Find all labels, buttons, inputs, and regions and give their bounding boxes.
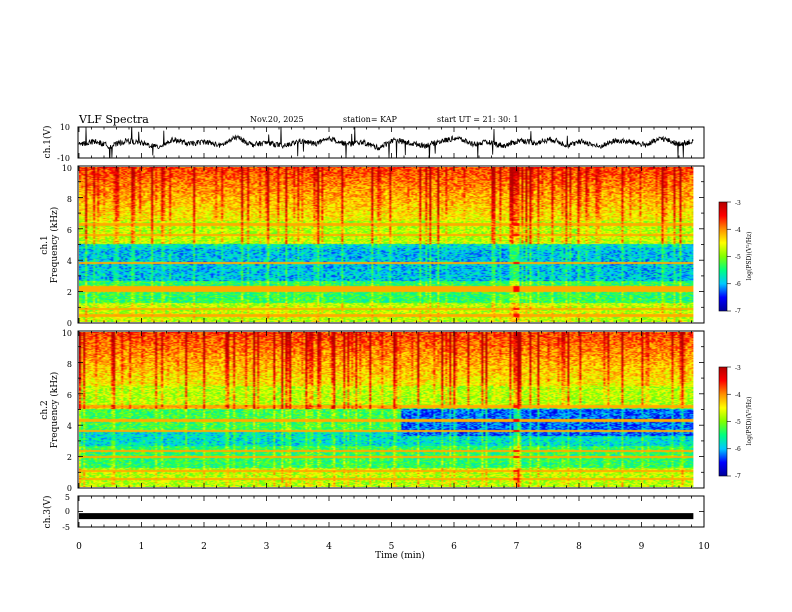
ch1-colorbar-tick: -7: [735, 308, 741, 315]
ch1-spec-ytick: 0: [67, 319, 72, 328]
ch1-colorbar-tick: -3: [735, 200, 741, 207]
date-label: Nov.20, 2025: [250, 115, 304, 124]
ch2-colorbar-tick: -5: [735, 419, 741, 426]
ch1-spec-ytick: 6: [67, 226, 72, 235]
xtick-label: 10: [698, 542, 710, 552]
xtick-label: 5: [389, 542, 395, 552]
ch1-colorbar-tick: -5: [735, 254, 741, 261]
ch3-ytick: 5: [65, 493, 70, 502]
x-axis-label: Time (min): [375, 550, 425, 561]
ch1-spec-ytick: 8: [67, 195, 72, 204]
xtick-label: 0: [76, 542, 82, 552]
xtick-label: 9: [639, 542, 645, 552]
xtick-label: 2: [201, 542, 207, 552]
ch2-colorbar-tick: -4: [735, 392, 741, 399]
ch2-spec-ytick: 6: [67, 391, 72, 400]
ch3-ytick: -5: [62, 523, 70, 532]
xtick-label: 7: [514, 542, 520, 552]
ch1-spectrogram-image: [79, 167, 694, 322]
ch2-colorbar: [718, 366, 728, 477]
ch1-spec-ytick: 4: [67, 257, 72, 266]
ch2-spec-channel-label: ch.2: [40, 400, 50, 419]
ch1-colorbar: [718, 201, 728, 312]
ch2-spec-ytick: 2: [67, 453, 72, 462]
ch2-spec-ytick: 10: [62, 329, 72, 338]
ch2-colorbar-tick: -6: [735, 446, 741, 453]
ch1-colorbar-label: log(PSD)(V²/Hz): [746, 232, 753, 281]
ch1-spec-ytick: 2: [67, 288, 72, 297]
ch1-spec-channel-label: ch.1: [40, 235, 50, 254]
ch1-waveform-series: [78, 127, 694, 158]
ch2-spectrogram-image: [79, 332, 694, 487]
ch1-colorbar-tick: -4: [735, 227, 741, 234]
station-label: station= KAP: [343, 115, 397, 124]
ch2-colorbar-label: log(PSD)(V²/Hz): [746, 397, 753, 446]
ch1-ytick: 10: [60, 123, 70, 132]
ch1-ytick: -10: [57, 154, 70, 163]
ch1-waveform-layer: [78, 127, 694, 158]
xtick-label: 4: [326, 542, 332, 552]
ch3-ytick: 0: [65, 507, 70, 516]
ch2-colorbar-tick: -3: [735, 365, 741, 372]
ch1-waveform-frame: [77, 126, 705, 159]
ch2-spec-ytick: 0: [67, 484, 72, 493]
start-time-label: start UT = 21: 30: 1: [437, 115, 519, 124]
ch2-colorbar-tick: -7: [735, 473, 741, 480]
ch3-waveform-ylabel: ch.3(V): [42, 496, 53, 529]
axis-ticks: [78, 126, 731, 528]
xtick-label: 1: [139, 542, 145, 552]
xtick-label: 3: [264, 542, 270, 552]
ch3-waveform-frame: [77, 495, 705, 528]
chart-title: VLF Spectra: [79, 113, 149, 126]
xtick-label: 6: [451, 542, 457, 552]
ch1-colorbar-tick: -6: [735, 281, 741, 288]
ch1-spec-ylabel: Frequency (kHz): [49, 207, 60, 284]
ch2-spec-ytick: 8: [67, 360, 72, 369]
ch2-spec-ytick: 4: [67, 422, 72, 431]
xtick-label: 8: [576, 542, 582, 552]
ch1-waveform-ylabel: ch.1(V): [42, 126, 53, 159]
ch2-spec-ylabel: Frequency (kHz): [49, 372, 60, 449]
ch1-spec-ytick: 10: [62, 164, 72, 173]
